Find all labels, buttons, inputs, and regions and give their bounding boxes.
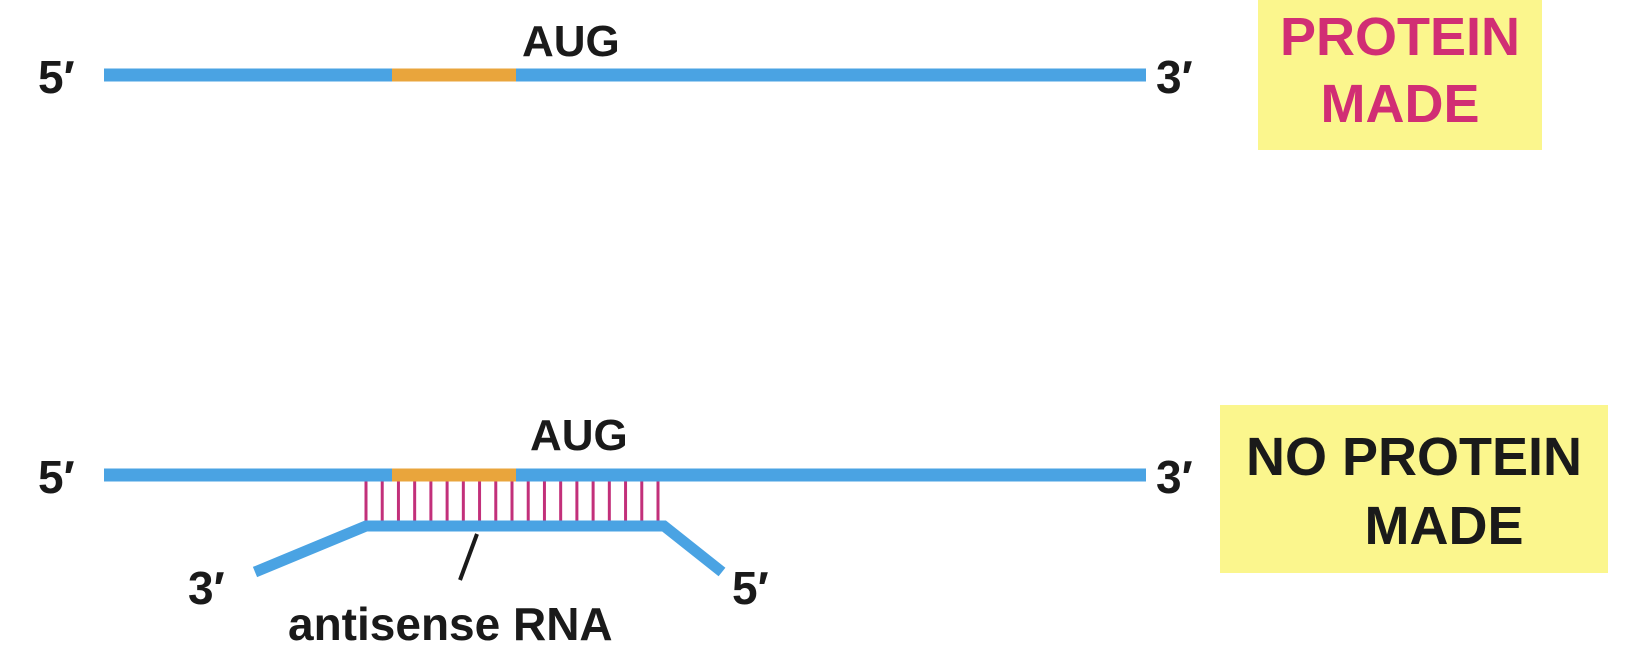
- protein-made-line2: MADE: [1321, 74, 1480, 134]
- top-five-prime-label: 5′: [38, 51, 75, 103]
- no-protein-line2: MADE: [1365, 496, 1524, 556]
- antisense-rna-label: antisense RNA: [288, 598, 613, 650]
- antisense-five-prime-label: 5′: [732, 562, 769, 614]
- base-pair-lines: [364, 481, 660, 521]
- no-protein-box: NO PROTEIN MADE: [1220, 405, 1608, 573]
- top-aug-label: AUG: [522, 17, 620, 66]
- antisense-three-prime-label: 3′: [188, 562, 225, 614]
- protein-made-box: PROTEIN MADE: [1258, 0, 1542, 150]
- antisense-pointer-line: [458, 533, 479, 581]
- no-protein-box-bg: [1220, 405, 1608, 573]
- protein-made-line1: PROTEIN: [1280, 7, 1520, 67]
- bottom-aug-label: AUG: [530, 411, 628, 460]
- bottom-three-prime-label: 3′: [1156, 451, 1193, 503]
- top-mrna-panel: 5′ 3′ AUG: [38, 17, 1193, 103]
- protein-made-box-bg: [1258, 0, 1542, 150]
- bottom-mrna-panel: 5′ 3′ AUG 3′ 5′ antisense RNA: [38, 411, 1193, 650]
- no-protein-line1: NO PROTEIN: [1246, 427, 1582, 487]
- antisense-rna-strand: [252, 520, 726, 578]
- top-three-prime-label: 3′: [1156, 51, 1193, 103]
- bottom-five-prime-label: 5′: [38, 451, 75, 503]
